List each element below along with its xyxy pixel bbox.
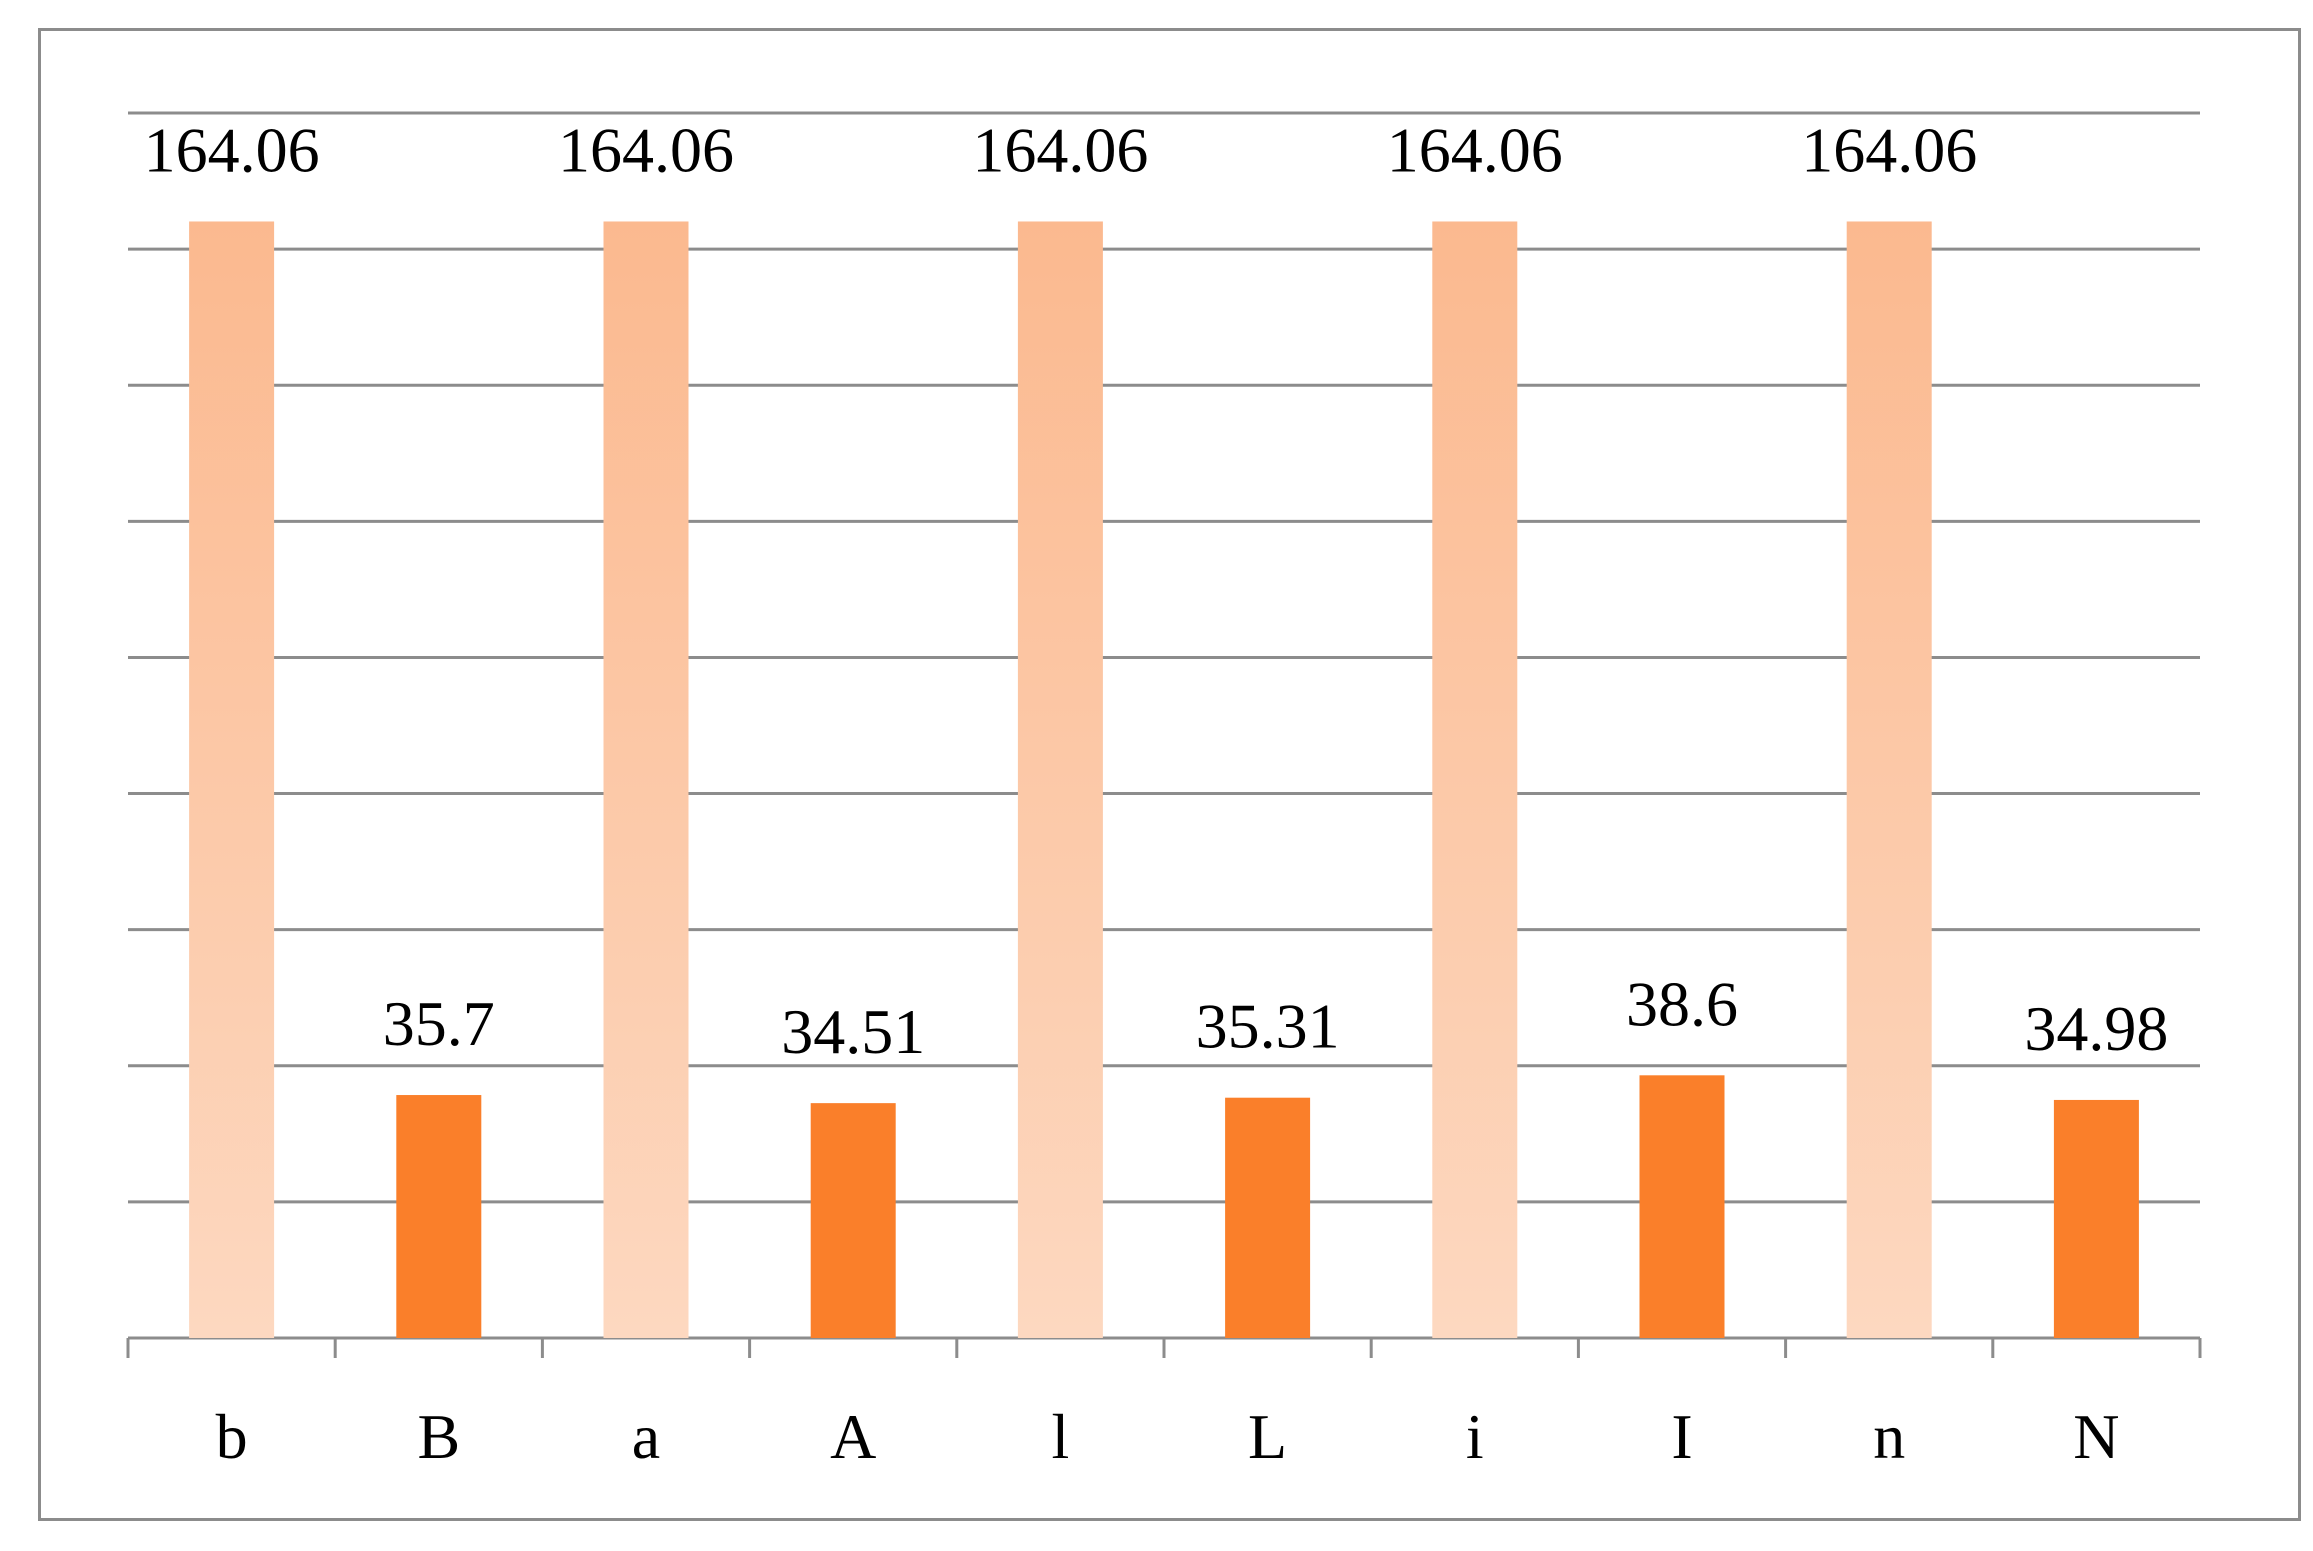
data-label-A: 34.51 [781, 996, 925, 1067]
x-tick-label-i: i [1466, 1401, 1484, 1472]
x-tick-label-B: B [417, 1401, 460, 1472]
x-tick-label-L: L [1248, 1401, 1287, 1472]
bar-L [1225, 1097, 1311, 1338]
data-label-n: 164.06 [1801, 114, 1977, 185]
bar-A [810, 1103, 896, 1338]
bar-b [189, 221, 275, 1338]
x-tick-label-A: A [830, 1401, 876, 1472]
data-label-a: 164.06 [558, 114, 734, 185]
x-tick-label-a: a [632, 1401, 660, 1472]
bar-l [1017, 221, 1103, 1338]
bar-n [1846, 221, 1932, 1338]
data-label-I: 38.6 [1626, 968, 1738, 1039]
data-label-l: 164.06 [972, 114, 1148, 185]
data-label-i: 164.06 [1387, 114, 1563, 185]
x-tick-label-N: N [2073, 1401, 2119, 1472]
data-label-B: 35.7 [383, 988, 495, 1059]
data-label-N: 34.98 [2024, 993, 2168, 1064]
x-tick-label-n: n [1873, 1401, 1905, 1472]
bars [189, 221, 2139, 1338]
bar-N [2053, 1099, 2139, 1338]
x-tick-label-I: I [1671, 1401, 1692, 1472]
x-tick-label-l: l [1052, 1401, 1070, 1472]
bar-I [1639, 1075, 1725, 1338]
x-tick-label-b: b [216, 1401, 248, 1472]
data-label-b: 164.06 [144, 114, 320, 185]
data-label-L: 35.31 [1196, 991, 1340, 1062]
bar-B [396, 1095, 482, 1338]
bar-a [603, 221, 689, 1338]
data-labels: 164.06 35.7 164.06 34.51 164.06 35.31 164.06 38… [144, 114, 2169, 1067]
bar-i [1432, 221, 1518, 1338]
x-axis [126, 1336, 2202, 1358]
